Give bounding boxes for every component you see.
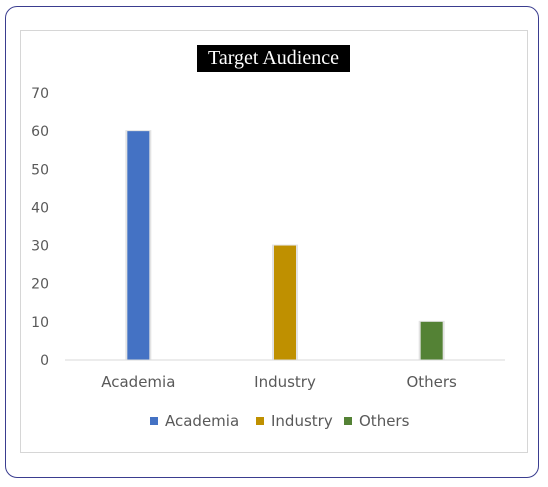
legend-label-academia: Academia bbox=[165, 412, 240, 430]
bars-group bbox=[125, 130, 445, 360]
bar-others bbox=[420, 321, 443, 360]
legend: Academia Industry Others bbox=[0, 411, 548, 431]
bar-industry bbox=[274, 245, 296, 360]
legend-swatch-academia bbox=[150, 417, 158, 425]
legend-swatch-others bbox=[344, 417, 352, 425]
chart-title: Target Audience bbox=[197, 45, 350, 72]
legend-item-others: Others bbox=[344, 411, 409, 431]
bar-academia bbox=[127, 131, 150, 360]
legend-label-others: Others bbox=[359, 412, 410, 430]
y-axis: 0 10 20 30 40 50 60 70 bbox=[31, 86, 49, 369]
y-tick-label-40: 40 bbox=[31, 200, 49, 216]
legend-item-academia: Academia bbox=[150, 411, 239, 431]
x-axis: Academia Industry Others bbox=[101, 373, 457, 391]
legend-swatch-industry bbox=[256, 417, 264, 425]
y-tick-label-70: 70 bbox=[31, 86, 49, 102]
y-tick-label-30: 30 bbox=[31, 239, 49, 255]
x-tick-label-academia: Academia bbox=[101, 373, 175, 391]
y-tick-label-50: 50 bbox=[31, 162, 49, 178]
x-tick-label-others: Others bbox=[406, 373, 457, 391]
y-tick-label-0: 0 bbox=[40, 353, 49, 369]
y-tick-label-60: 60 bbox=[31, 124, 49, 140]
y-tick-label-20: 20 bbox=[31, 277, 49, 293]
chart-area bbox=[20, 30, 528, 453]
x-tick-label-industry: Industry bbox=[254, 373, 316, 391]
y-tick-label-10: 10 bbox=[31, 315, 49, 331]
legend-label-industry: Industry bbox=[271, 412, 333, 430]
legend-item-industry: Industry bbox=[256, 411, 333, 431]
